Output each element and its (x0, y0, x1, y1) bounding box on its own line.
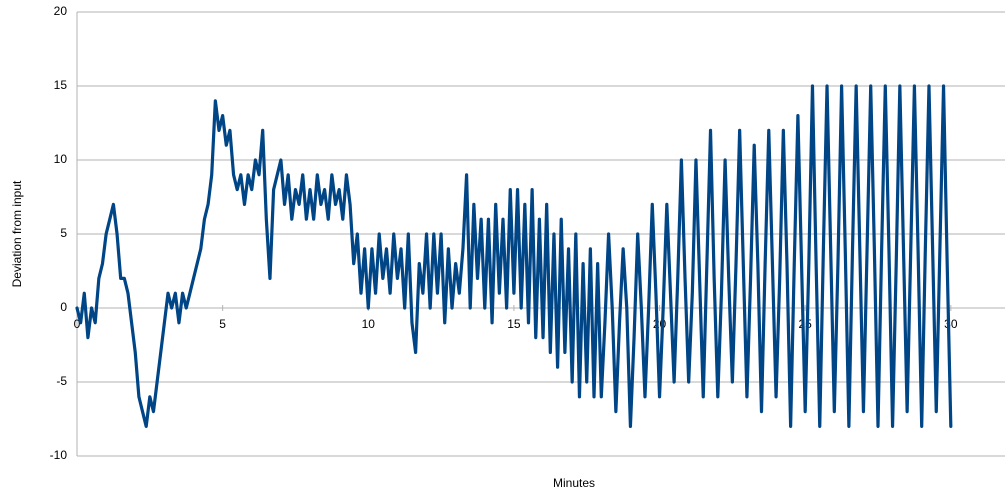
x-tick-label: 20 (653, 317, 667, 331)
x-tick-label: 5 (219, 317, 226, 331)
x-tick-label: 15 (507, 317, 521, 331)
y-tick-label: 5 (60, 226, 67, 240)
y-tick-label: -10 (50, 448, 68, 462)
y-tick-label: 20 (54, 4, 68, 18)
x-axis-label: Minutes (553, 476, 595, 490)
x-tick-label: 30 (944, 317, 958, 331)
y-axis-label: Deviation from input (10, 180, 24, 287)
y-tick-label: -5 (56, 374, 67, 388)
y-tick-label: 0 (60, 300, 67, 314)
data-line (75, 84, 953, 428)
x-tick-label: 0 (74, 317, 81, 331)
y-tick-label: 10 (54, 152, 68, 166)
x-tick-label: 25 (799, 317, 813, 331)
x-tick-label: 10 (362, 317, 376, 331)
y-tick-label: 15 (54, 78, 68, 92)
